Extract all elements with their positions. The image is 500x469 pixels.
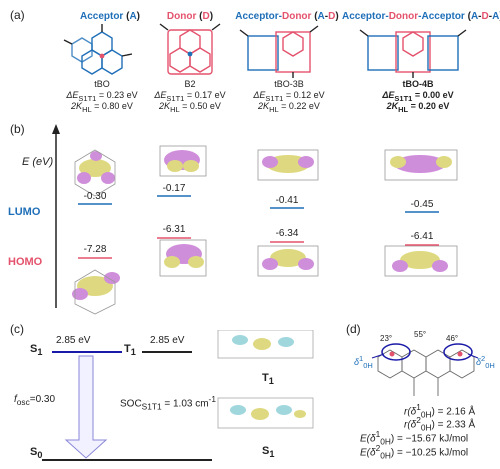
delta1-atom: [389, 351, 395, 357]
molecule-delta-e: ΔES1T1 = 0.23 eV: [66, 90, 138, 103]
molecule-delta-e: ΔES1T1 = 0.17 eV: [154, 90, 226, 103]
b2-structure: [159, 23, 221, 75]
t1-molecule-label: T1: [262, 372, 274, 387]
s1-energy: 2.85 eV: [56, 335, 91, 346]
panel-a-label: (a): [10, 8, 25, 22]
molecule-structures: [63, 23, 467, 78]
panel-c-label: (c): [10, 322, 24, 336]
delta2-ring-marker: [443, 343, 473, 361]
molecule-name: tBO-4B: [402, 79, 434, 89]
molecule-name: tBO: [94, 79, 110, 89]
energy-axis-arrow: [52, 124, 60, 134]
delta2-atom: [457, 351, 463, 357]
molecule-name: B2: [184, 79, 196, 89]
header-acceptor-donor-acceptor: Acceptor-Donor-Acceptor (A-D-A): [342, 11, 500, 22]
molecule-2khl: 2KHL = 0.20 eV: [386, 101, 450, 114]
fosc-value: fosc=0.30: [14, 394, 56, 407]
lumo-orbital-tbo-3b: [262, 155, 314, 173]
s1-state-label: S1: [30, 343, 43, 358]
delta2-label: δ20H: [476, 354, 495, 370]
emission-arrow: [64, 355, 108, 459]
lumo-value: -0.17: [162, 183, 186, 194]
lumo-value: -0.45: [410, 199, 434, 210]
panel-b-label: (b): [10, 122, 25, 136]
homo-orbital-tbo: [72, 272, 120, 300]
molecule-2khl: 2KHL = 0.50 eV: [159, 101, 221, 114]
distance-delta1: r(δ10H) = 2.16 Å: [404, 402, 476, 420]
s1-molecule-label: S1: [262, 445, 275, 460]
homo-label: HOMO: [8, 256, 43, 268]
homo-value: -6.34: [275, 228, 299, 239]
energy-axis-label: E (eV): [22, 156, 54, 168]
homo-value: -6.31: [162, 224, 186, 235]
lumo-orbital-tbo-4b: [390, 155, 452, 173]
state-diagram: [42, 330, 314, 461]
homo-orbital-tbo-4b: [392, 251, 448, 272]
lumo-label: LUMO: [8, 206, 41, 218]
header-donor: Donor (D): [166, 11, 214, 22]
molecule-delta-e: ΔES1T1 = 0.00 eV: [382, 90, 454, 103]
soc-value: SOCS1T1 = 1.03 cm-1: [120, 394, 216, 412]
lumo-value: -0.30: [83, 191, 107, 202]
t1-state-label: T1: [124, 343, 136, 358]
orbital-isosurfaces: [72, 150, 452, 300]
molecule-delta-e: ΔES1T1 = 0.12 eV: [253, 90, 325, 103]
s1-spin-density: [217, 397, 314, 429]
lumo-value: -0.41: [275, 195, 299, 206]
molecule-name: tBO-3B: [274, 79, 304, 89]
lumo-orbital-b2: [164, 150, 200, 172]
molecule-2khl: 2KHL = 0.80 eV: [71, 101, 133, 114]
skeleton-hints: [74, 145, 458, 315]
tbo-structure: [63, 24, 133, 75]
lumo-orbital-tbo: [77, 151, 115, 184]
homo-value: -6.41: [410, 231, 434, 242]
t1-spin-density: [217, 330, 314, 359]
energy-delta1: E(δ10H) = −15.67 kJ/mol: [360, 429, 469, 447]
homo-value: -7.28: [83, 244, 107, 255]
distance-delta2: r(δ20H) = 2.33 Å: [404, 415, 476, 433]
header-acceptor: Acceptor (A): [79, 11, 141, 22]
tbo-4b-structure: [359, 29, 467, 78]
energy-delta2: E(δ20H) = −10.25 kJ/mol: [360, 443, 469, 461]
panel-d-label: (d): [346, 322, 361, 336]
angle-label: 55°: [414, 330, 427, 339]
tbo-3b-structure: [239, 25, 319, 78]
s0-state-label: S0: [30, 446, 43, 461]
delta1-label: δ10H: [354, 354, 373, 370]
orbital-diagram: [52, 124, 458, 315]
t1-energy: 2.85 eV: [150, 335, 185, 346]
homo-orbital-tbo-3b: [262, 249, 314, 270]
homo-orbital-b2: [164, 244, 204, 268]
molecule-2khl: 2KHL = 0.22 eV: [258, 101, 320, 114]
header-acceptor-donor: Acceptor-Donor (A-D): [235, 11, 339, 22]
angle-label: 46°: [446, 334, 459, 343]
dihedral-structure: [371, 343, 479, 396]
delta1-ring-marker: [381, 343, 411, 361]
angle-label: 23°: [380, 334, 393, 343]
